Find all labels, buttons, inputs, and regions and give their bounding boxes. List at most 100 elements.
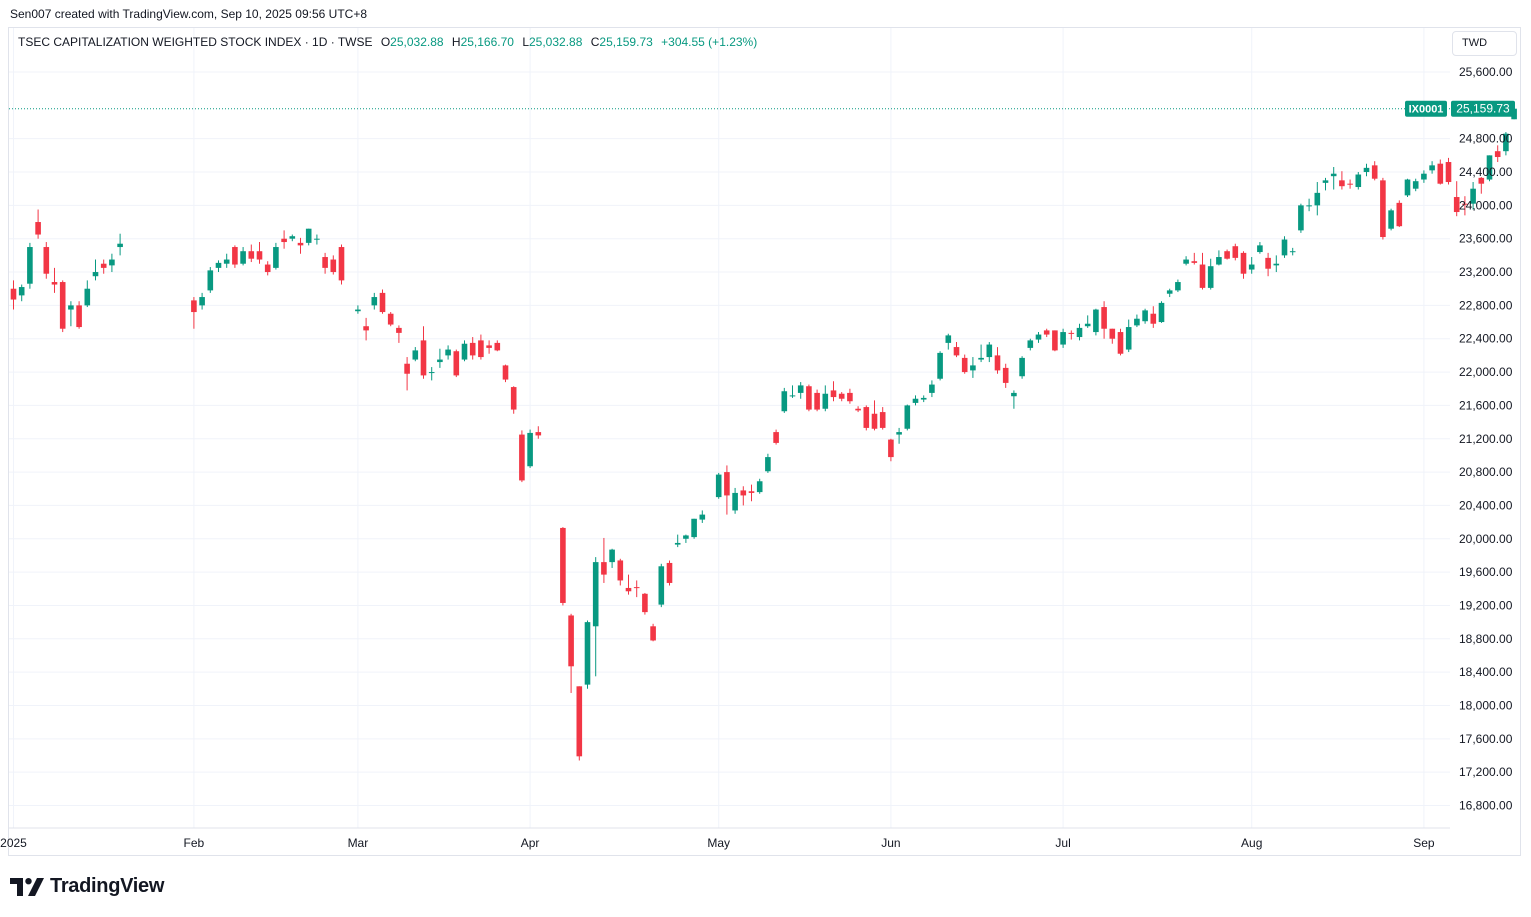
price-tick-label: 21,200.00 — [1459, 432, 1513, 446]
candle — [281, 230, 287, 249]
candle-body — [978, 357, 984, 360]
candle — [1298, 203, 1304, 233]
candle-body — [724, 472, 730, 496]
legend-change: +304.55 (+1.23%) — [661, 35, 758, 49]
candle — [1404, 178, 1411, 198]
candle — [847, 388, 853, 404]
candle-body — [1330, 173, 1337, 177]
candle-body — [420, 340, 427, 376]
candle-body — [888, 439, 894, 458]
candle — [994, 347, 1001, 374]
candle — [1355, 172, 1362, 190]
candle — [1265, 252, 1271, 277]
candle-body — [519, 434, 525, 481]
candle — [568, 613, 574, 693]
candle-body — [1019, 357, 1025, 377]
candle-body — [633, 587, 640, 589]
candle-body — [1060, 332, 1066, 345]
price-tick-label: 19,600.00 — [1459, 565, 1513, 579]
candle — [1011, 390, 1017, 409]
candle-body — [871, 413, 878, 429]
candle — [273, 242, 279, 270]
candle — [1347, 179, 1353, 189]
candle-body — [338, 247, 345, 281]
candle-body — [1216, 257, 1222, 265]
candle — [215, 260, 222, 273]
candle — [1437, 159, 1444, 185]
candle-body — [1150, 313, 1157, 324]
candle — [527, 429, 533, 468]
candle — [1117, 328, 1124, 356]
candle-body — [1232, 246, 1239, 258]
candle-body — [560, 527, 566, 603]
candle — [896, 427, 902, 444]
candle — [1306, 198, 1312, 212]
candle — [232, 245, 238, 268]
candle-body — [1437, 163, 1444, 184]
grid-lines — [9, 28, 1450, 828]
tradingview-logo-icon — [10, 877, 44, 896]
candle-body — [1453, 197, 1460, 213]
candle-body — [510, 387, 517, 410]
candle — [584, 620, 591, 689]
candle — [1339, 171, 1345, 190]
candle-body — [494, 342, 501, 351]
candle — [1019, 356, 1025, 379]
candle — [248, 244, 255, 263]
candle — [617, 558, 624, 586]
symbol-tag-text: IX0001 — [1409, 104, 1444, 116]
candle — [371, 292, 378, 310]
candle-body — [1355, 174, 1362, 188]
candle-body — [18, 287, 25, 296]
candle-body — [994, 355, 1001, 371]
candle — [1060, 328, 1066, 348]
candle-body — [1207, 266, 1214, 288]
price-tick-label: 23,600.00 — [1459, 232, 1513, 246]
candle — [715, 472, 722, 499]
candle — [1486, 155, 1493, 182]
candle — [1027, 338, 1034, 351]
candle-body — [937, 352, 943, 379]
time-axis[interactable]: 2025 Feb Mar Apr May Jun Jul Aug Sep — [0, 827, 1450, 850]
candle — [830, 381, 837, 402]
candle-body — [92, 272, 99, 277]
candle — [674, 534, 681, 548]
candle-body — [35, 222, 41, 235]
candle-body — [1183, 259, 1189, 264]
candle — [748, 484, 755, 502]
legend-low-value: 25,032.88 — [529, 35, 583, 49]
price-tick-label: 24,400.00 — [1459, 165, 1513, 179]
candle-body — [100, 263, 107, 268]
candle — [240, 247, 246, 266]
candle — [970, 357, 976, 378]
candle-body — [199, 297, 205, 306]
candle-body — [281, 238, 287, 243]
price-axis[interactable]: 16,800.00 17,200.00 17,600.00 18,000.00 18,4… — [1459, 65, 1513, 813]
candle-body — [297, 242, 304, 246]
candle-body — [404, 363, 410, 374]
candle — [1388, 208, 1394, 231]
candle — [1134, 314, 1140, 328]
candle — [461, 340, 468, 362]
legend-close-value: 25,159.73 — [599, 35, 653, 49]
candle-body — [1027, 340, 1034, 348]
currency-button[interactable]: TWD — [1452, 31, 1517, 56]
candle-body — [1421, 173, 1427, 180]
candle — [445, 345, 451, 360]
price-tick-label: 20,400.00 — [1459, 498, 1513, 512]
candle-body — [822, 393, 829, 409]
candle-body — [929, 384, 935, 393]
candle — [1371, 161, 1378, 181]
candle — [199, 292, 205, 310]
candle-body — [584, 622, 591, 685]
candle — [1142, 308, 1148, 324]
candle — [838, 392, 845, 402]
candle-body — [330, 259, 337, 273]
candle — [1453, 181, 1460, 217]
candle — [937, 351, 943, 381]
price-tick-label: 23,200.00 — [1459, 265, 1513, 279]
candle-body — [658, 566, 665, 605]
candle-body — [920, 397, 927, 400]
candle-body — [1257, 245, 1263, 253]
